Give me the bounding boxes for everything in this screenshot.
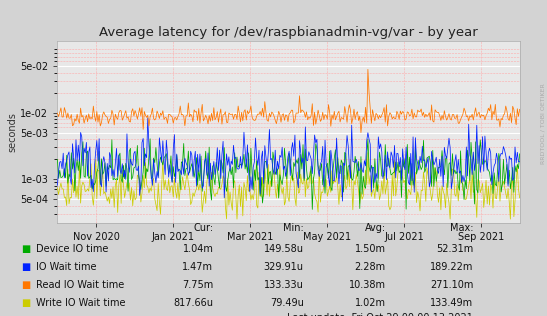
Text: 10.38m: 10.38m [348,280,386,290]
Text: Avg:: Avg: [364,223,386,233]
Y-axis label: seconds: seconds [8,112,18,152]
Text: 1.04m: 1.04m [183,244,213,254]
Text: 133.49m: 133.49m [430,298,473,308]
Text: Max:: Max: [450,223,473,233]
Text: 1.50m: 1.50m [354,244,386,254]
Title: Average latency for /dev/raspbianadmin-vg/var - by year: Average latency for /dev/raspbianadmin-v… [99,26,478,39]
Text: Min:: Min: [283,223,304,233]
Text: Last update: Fri Oct 29 00:00:13 2021: Last update: Fri Oct 29 00:00:13 2021 [287,313,473,316]
Text: 133.33u: 133.33u [264,280,304,290]
Text: 52.31m: 52.31m [436,244,473,254]
Text: ■: ■ [21,280,30,290]
Text: 149.58u: 149.58u [264,244,304,254]
Text: RRDTOOL / TOBI OETIKER: RRDTOOL / TOBI OETIKER [541,83,546,164]
Text: 2.28m: 2.28m [354,262,386,272]
Text: Write IO Wait time: Write IO Wait time [36,298,125,308]
Text: 329.91u: 329.91u [264,262,304,272]
Text: 1.02m: 1.02m [354,298,386,308]
Text: 817.66u: 817.66u [173,298,213,308]
Text: 1.47m: 1.47m [182,262,213,272]
Text: 7.75m: 7.75m [182,280,213,290]
Text: ■: ■ [21,262,30,272]
Text: IO Wait time: IO Wait time [36,262,96,272]
Text: 189.22m: 189.22m [430,262,473,272]
Text: 271.10m: 271.10m [430,280,473,290]
Text: Device IO time: Device IO time [36,244,108,254]
Text: ■: ■ [21,244,30,254]
Text: ■: ■ [21,298,30,308]
Text: Read IO Wait time: Read IO Wait time [36,280,124,290]
Text: 79.49u: 79.49u [270,298,304,308]
Text: Cur:: Cur: [193,223,213,233]
